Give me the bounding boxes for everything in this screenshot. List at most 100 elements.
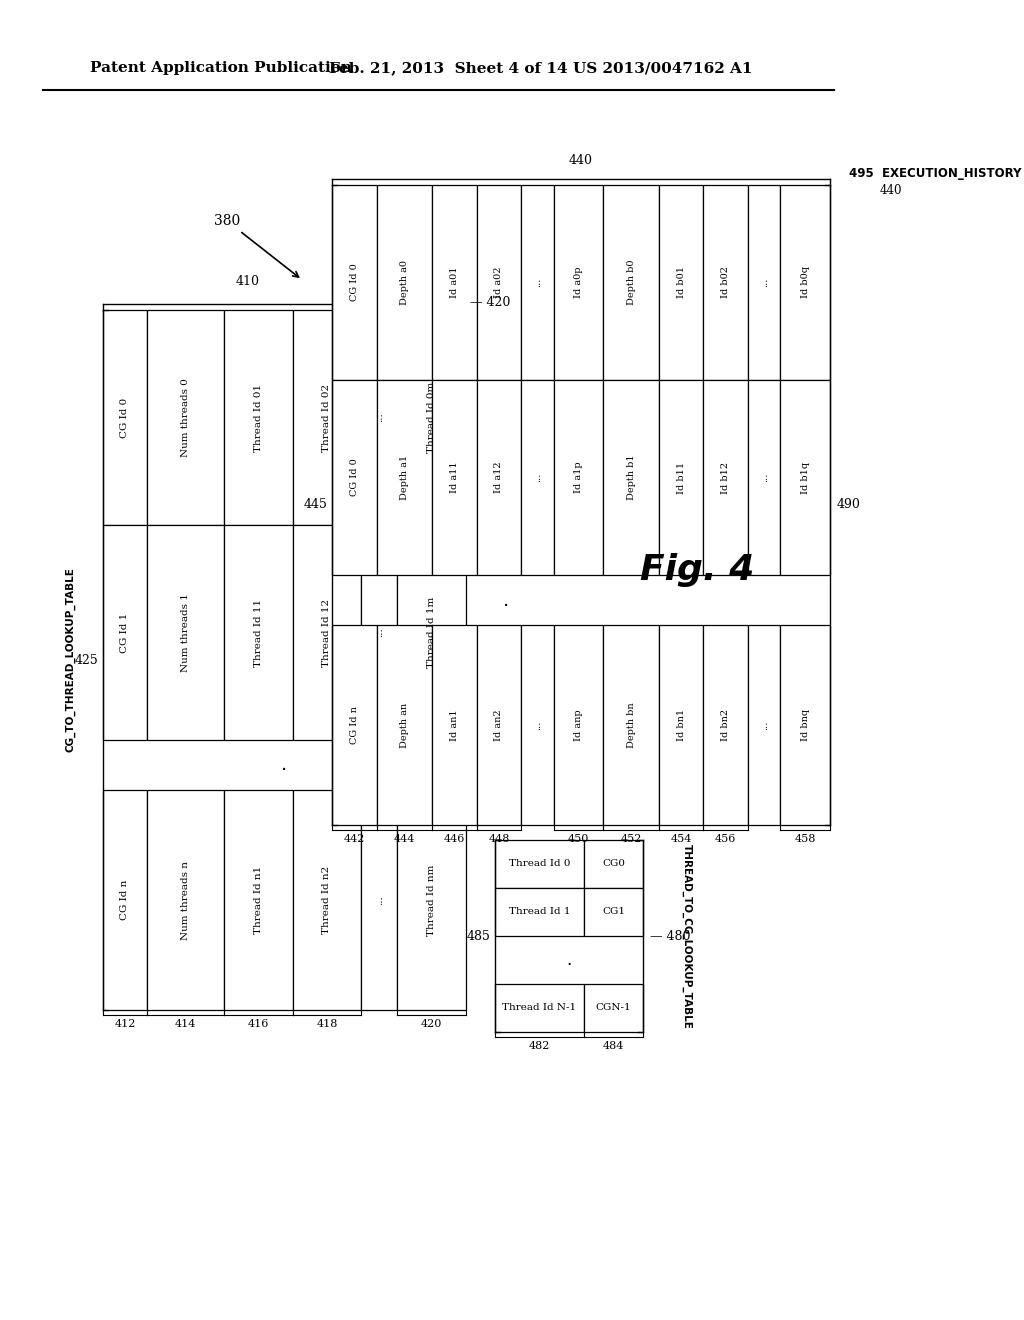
Text: ...: ... — [760, 473, 769, 482]
Bar — [495, 840, 585, 888]
Bar — [658, 380, 703, 576]
Text: Thread Id 12: Thread Id 12 — [323, 598, 332, 667]
Text: 484: 484 — [603, 1041, 625, 1051]
Text: Id b02: Id b02 — [721, 267, 730, 298]
Bar — [521, 380, 554, 576]
Bar — [147, 789, 224, 1010]
Text: ...: ... — [375, 413, 384, 422]
Bar — [102, 310, 147, 525]
Text: 425: 425 — [75, 653, 98, 667]
Text: Thread Id n2: Thread Id n2 — [323, 866, 332, 935]
Text: 440: 440 — [569, 154, 593, 168]
Text: Thread Id 0m: Thread Id 0m — [427, 381, 436, 453]
Text: 482: 482 — [528, 1041, 550, 1051]
Bar — [703, 185, 748, 380]
Bar — [332, 624, 377, 825]
Bar — [554, 380, 603, 576]
Text: Thread Id 0: Thread Id 0 — [509, 859, 570, 869]
Bar — [495, 888, 585, 936]
Bar — [224, 525, 293, 741]
Bar — [377, 185, 432, 380]
Text: 456: 456 — [715, 834, 736, 843]
Text: ...: ... — [532, 721, 542, 730]
Bar — [361, 525, 397, 741]
Bar — [585, 888, 643, 936]
Text: CG1: CG1 — [602, 908, 625, 916]
Text: ...: ... — [760, 721, 769, 730]
Text: 380: 380 — [214, 214, 299, 277]
Bar — [476, 624, 521, 825]
Text: THREAD_TO_CG_LOOKUP_TABLE: THREAD_TO_CG_LOOKUP_TABLE — [682, 843, 692, 1028]
Text: ...: ... — [375, 895, 384, 906]
Text: 446: 446 — [443, 834, 465, 843]
Text: ...: ... — [760, 277, 769, 288]
Bar — [224, 310, 293, 525]
Bar — [658, 624, 703, 825]
Text: Id b0q: Id b0q — [801, 267, 810, 298]
Text: 442: 442 — [344, 834, 365, 843]
Bar — [102, 525, 147, 741]
Text: 418: 418 — [316, 1019, 338, 1030]
Bar — [603, 185, 658, 380]
Bar — [554, 185, 603, 380]
Text: Id b11: Id b11 — [677, 462, 686, 494]
Bar — [397, 310, 466, 525]
Text: Id a01: Id a01 — [450, 267, 459, 298]
Text: ...: ... — [532, 473, 542, 482]
Bar — [521, 185, 554, 380]
Bar — [476, 380, 521, 576]
Text: 414: 414 — [175, 1019, 197, 1030]
Bar — [224, 789, 293, 1010]
Text: Num threads 1: Num threads 1 — [181, 593, 190, 672]
Bar — [495, 983, 585, 1032]
Bar — [703, 624, 748, 825]
Text: Id bn2: Id bn2 — [721, 709, 730, 741]
Bar — [780, 624, 830, 825]
Text: 416: 416 — [248, 1019, 269, 1030]
Bar — [332, 380, 377, 576]
Text: CG Id 0: CG Id 0 — [121, 397, 129, 438]
Bar — [703, 380, 748, 576]
Text: .: . — [281, 755, 288, 775]
Bar — [603, 624, 658, 825]
Bar — [554, 624, 603, 825]
Text: Id a02: Id a02 — [495, 267, 504, 298]
Bar — [293, 525, 361, 741]
Text: .: . — [566, 950, 571, 969]
Text: Id a11: Id a11 — [450, 462, 459, 494]
Text: — 480: — 480 — [649, 929, 690, 942]
Text: CG_TO_THREAD_LOOKUP_TABLE: CG_TO_THREAD_LOOKUP_TABLE — [66, 568, 76, 752]
Bar — [658, 185, 703, 380]
Text: US 2013/0047162 A1: US 2013/0047162 A1 — [573, 61, 753, 75]
Bar — [377, 380, 432, 576]
Bar — [432, 624, 476, 825]
Bar — [293, 789, 361, 1010]
Text: CG0: CG0 — [602, 859, 625, 869]
Text: Depth b1: Depth b1 — [627, 454, 636, 500]
Text: 495  EXECUTION_HISTORY: 495 EXECUTION_HISTORY — [849, 168, 1021, 180]
Text: 448: 448 — [488, 834, 510, 843]
Text: Id bnq: Id bnq — [801, 709, 810, 741]
Text: Depth b0: Depth b0 — [627, 260, 636, 305]
Text: Depth an: Depth an — [399, 702, 409, 747]
Text: 420: 420 — [421, 1019, 442, 1030]
Text: 452: 452 — [621, 834, 642, 843]
Bar — [780, 185, 830, 380]
Bar — [361, 310, 397, 525]
Text: Thread Id n1: Thread Id n1 — [254, 866, 263, 935]
Text: Id a12: Id a12 — [495, 462, 504, 494]
Text: Thread Id 1: Thread Id 1 — [509, 908, 570, 916]
Text: 454: 454 — [671, 834, 692, 843]
Bar — [397, 525, 466, 741]
Text: Feb. 21, 2013  Sheet 4 of 14: Feb. 21, 2013 Sheet 4 of 14 — [330, 61, 568, 75]
Bar — [361, 789, 397, 1010]
Bar — [332, 185, 377, 380]
Text: CG Id 1: CG Id 1 — [121, 612, 129, 652]
Text: Id b01: Id b01 — [677, 267, 686, 298]
Bar — [748, 185, 780, 380]
Text: CG Id 0: CG Id 0 — [350, 458, 358, 496]
Bar — [603, 380, 658, 576]
Text: CG Id 0: CG Id 0 — [350, 264, 358, 301]
Bar — [476, 185, 521, 380]
Text: Id anp: Id anp — [574, 709, 583, 741]
